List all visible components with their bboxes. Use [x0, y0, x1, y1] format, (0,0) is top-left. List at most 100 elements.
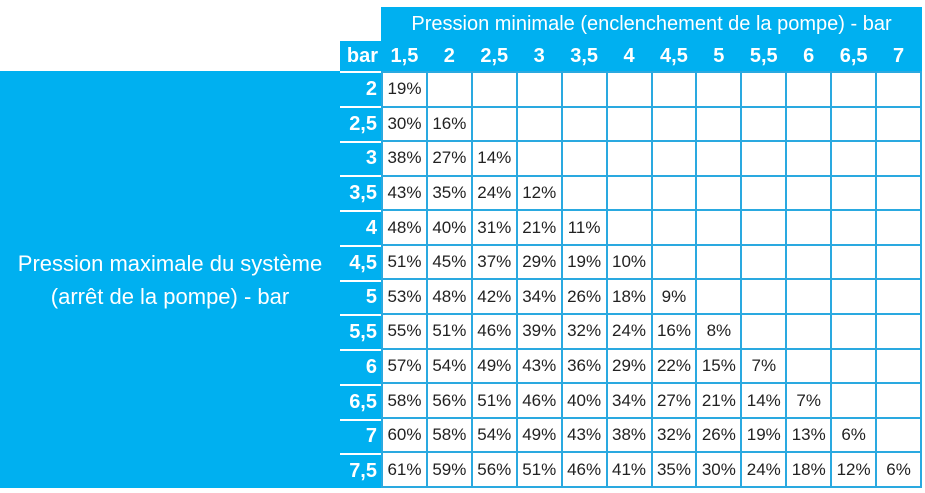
data-cell — [742, 315, 786, 348]
data-cell — [742, 245, 786, 279]
data-cell: 51% — [383, 245, 426, 279]
data-cell: 34% — [607, 384, 651, 417]
row-header-cell: 7,5 — [349, 460, 377, 483]
data-cell — [562, 176, 606, 210]
data-cell — [472, 107, 516, 141]
data-cell: 35% — [427, 176, 471, 210]
data-cell: 24% — [607, 315, 651, 348]
column-header-cell: 4 — [623, 44, 635, 67]
data-cell: 57% — [383, 349, 426, 383]
data-cell — [877, 107, 920, 141]
data-cell: 31% — [472, 211, 516, 244]
data-cell: 6% — [877, 453, 920, 486]
data-cell: 15% — [697, 349, 741, 383]
data-cell — [562, 73, 606, 106]
data-cell: 10% — [607, 245, 651, 279]
data-cell: 14% — [742, 384, 786, 417]
data-cell — [742, 211, 786, 244]
data-cell: 46% — [472, 315, 516, 348]
data-cell — [787, 107, 831, 141]
data-cell: 24% — [472, 176, 516, 210]
data-cell: 24% — [742, 453, 786, 486]
data-cell: 30% — [383, 107, 426, 141]
data-cell: 51% — [427, 315, 471, 348]
data-cell — [832, 384, 876, 417]
column-header-cell: 5,5 — [749, 44, 778, 67]
data-cell: 61% — [383, 453, 426, 486]
data-cell — [787, 349, 831, 383]
data-cell — [607, 73, 651, 106]
row-header-cell: 3,5 — [340, 177, 381, 212]
data-cell — [472, 73, 516, 106]
column-header-cell: 7 — [892, 44, 905, 67]
data-cell — [607, 176, 651, 210]
data-cell — [607, 142, 651, 175]
data-cell — [697, 245, 741, 279]
data-cell — [877, 315, 920, 348]
row-header-cell: 6,5 — [340, 386, 381, 421]
data-cell — [787, 280, 831, 314]
data-cell: 36% — [562, 349, 606, 383]
data-cell — [562, 142, 606, 175]
data-cell: 49% — [472, 349, 516, 383]
data-cell — [652, 142, 696, 175]
data-cell: 34% — [517, 280, 561, 314]
data-cell — [832, 107, 876, 141]
data-cell: 58% — [383, 384, 426, 417]
data-cell — [697, 142, 741, 175]
data-cell — [652, 176, 696, 210]
row-header-cell: 7 — [340, 421, 381, 456]
data-cell: 54% — [472, 418, 516, 452]
data-cell: 18% — [787, 453, 831, 486]
column-header-row: 1,5 2 2,5 3 3,5 4 4,5 5 5,5 6 6,5 7 — [381, 41, 922, 71]
data-grid: 19% 30% 16% 38% 27% 14% 43% 35% 24% 12% 48% 40% 31% 2… — [381, 71, 922, 488]
data-cell — [877, 211, 920, 244]
data-cell: 30% — [697, 453, 741, 486]
data-cell: 59% — [427, 453, 471, 486]
data-cell — [652, 211, 696, 244]
data-cell: 22% — [652, 349, 696, 383]
data-cell — [517, 73, 561, 106]
data-cell: 27% — [652, 384, 696, 417]
data-cell: 29% — [607, 349, 651, 383]
data-cell: 40% — [562, 384, 606, 417]
data-cell: 16% — [652, 315, 696, 348]
column-axis-title: Pression minimale (enclenchement de la p… — [381, 7, 922, 41]
data-cell: 9% — [652, 280, 696, 314]
column-header-cell: 2,5 — [480, 44, 509, 67]
data-cell: 19% — [383, 73, 426, 106]
data-cell: 32% — [652, 418, 696, 452]
data-cell — [832, 176, 876, 210]
data-cell: 13% — [787, 418, 831, 452]
data-cell — [742, 176, 786, 210]
data-cell — [832, 211, 876, 244]
data-cell — [832, 315, 876, 348]
data-cell — [517, 142, 561, 175]
data-cell: 14% — [472, 142, 516, 175]
data-cell — [652, 107, 696, 141]
corner-bar-label: bar — [340, 41, 381, 71]
data-cell: 42% — [472, 280, 516, 314]
data-cell: 40% — [427, 211, 471, 244]
data-cell — [832, 73, 876, 106]
data-cell: 7% — [787, 384, 831, 417]
column-header-cell: 4,5 — [660, 44, 688, 67]
data-cell — [832, 280, 876, 314]
row-axis-title: Pression maximale du système (arrêt de l… — [0, 71, 340, 488]
data-cell — [877, 349, 920, 383]
data-cell: 46% — [517, 384, 561, 417]
row-header-cell: 4,5 — [340, 247, 381, 282]
data-cell — [877, 280, 920, 314]
data-cell — [427, 73, 471, 106]
column-header-cell: 1,5 — [390, 44, 419, 67]
data-cell — [877, 142, 920, 175]
data-cell: 8% — [697, 315, 741, 348]
data-cell: 56% — [472, 453, 516, 486]
data-cell — [787, 211, 831, 244]
data-cell: 41% — [607, 453, 651, 486]
data-cell — [652, 73, 696, 106]
data-cell: 53% — [383, 280, 426, 314]
data-cell: 51% — [472, 384, 516, 417]
data-cell — [697, 211, 741, 244]
